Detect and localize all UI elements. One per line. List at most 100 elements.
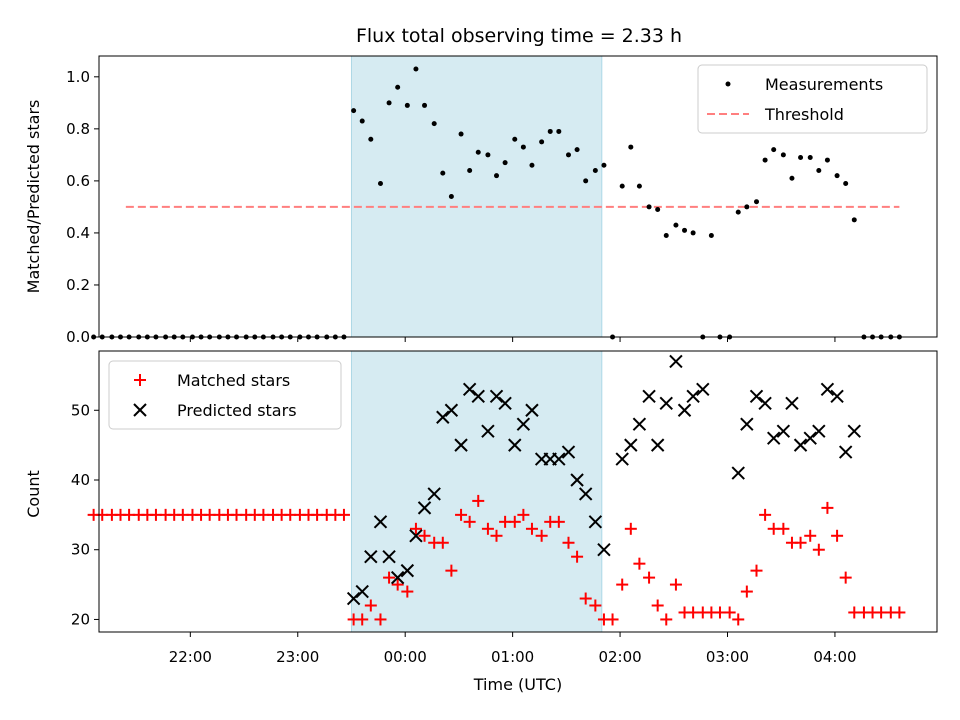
count-y-axis: 20 30 40 50	[71, 401, 99, 628]
measurement-point	[413, 66, 419, 72]
measurement-point	[735, 209, 741, 215]
predicted-star-point	[632, 417, 647, 431]
matched-star-point	[660, 613, 673, 626]
measurement-point	[529, 162, 535, 168]
measurement-point	[556, 128, 562, 134]
matched-star-point	[579, 592, 592, 605]
matched-star-point	[571, 550, 584, 563]
predicted-star-point	[417, 501, 432, 515]
matched-star-point	[383, 571, 396, 584]
matched-star-point	[777, 522, 790, 535]
matched-star-point	[552, 515, 565, 528]
count-x-tick-label: 00:00	[384, 648, 427, 666]
measurement-point	[636, 183, 642, 189]
matched-star-point	[337, 508, 350, 521]
measurement-point	[404, 102, 410, 108]
predicted-stars-points	[346, 354, 861, 606]
matched-star-point	[812, 543, 825, 556]
matched-star-point	[821, 501, 834, 514]
matched-star-point	[723, 606, 736, 619]
matched-star-point	[794, 536, 807, 549]
predicted-star-point	[489, 389, 504, 404]
ratio-legend: Measurements Threshold	[697, 64, 928, 134]
ratio-y-tick-label: 0.8	[66, 120, 90, 138]
measurement-point	[824, 157, 830, 163]
matched-star-point	[472, 494, 485, 507]
measurement-point	[762, 157, 768, 163]
matched-star-point	[606, 613, 619, 626]
ratio-y-tick-label: 1.0	[66, 68, 90, 86]
measurement-point	[601, 162, 607, 168]
measurement-point	[843, 180, 849, 186]
predicted-star-point	[454, 438, 468, 452]
predicted-star-point	[382, 549, 396, 564]
matched-star-point	[732, 613, 745, 626]
predicted-star-point	[793, 438, 808, 452]
predicted-star-point	[830, 389, 844, 404]
chart-title: Flux total observing time = 2.33 h	[356, 25, 682, 47]
measurement-point	[520, 144, 526, 150]
count-y-axis-label: Count	[24, 470, 43, 518]
predicted-star-point	[400, 563, 415, 578]
ratio-y-tick-label: 0.2	[66, 276, 90, 294]
predicted-star-point	[731, 466, 745, 480]
matched-star-point	[624, 522, 637, 535]
observing-window-span	[350, 350, 603, 633]
matched-star-point	[839, 571, 852, 584]
matched-star-point	[401, 585, 414, 598]
matched-star-point	[669, 578, 682, 591]
measurement-point	[673, 222, 679, 228]
matched-star-point	[831, 529, 844, 542]
count-axes-frame	[98, 350, 938, 633]
measurement-point	[708, 233, 714, 239]
measurement-point	[690, 230, 696, 236]
measurement-point	[682, 227, 688, 233]
legend-measurements-marker	[725, 81, 731, 87]
measurement-point	[547, 128, 553, 134]
matched-star-point	[418, 529, 431, 542]
predicted-star-point	[659, 396, 673, 411]
predicted-star-point	[749, 389, 764, 404]
count-x-tick-label: 04:00	[813, 648, 856, 666]
matched-star-point	[508, 515, 521, 528]
measurement-point	[780, 152, 786, 158]
predicted-star-point	[615, 452, 629, 466]
predicted-star-point	[803, 431, 817, 445]
matched-star-point	[750, 564, 763, 577]
matched-star-point	[562, 536, 575, 549]
predicted-star-point	[686, 389, 700, 404]
predicted-star-point	[570, 473, 584, 487]
count-x-axis-label: Time (UTC)	[473, 675, 562, 694]
measurement-point	[359, 118, 365, 124]
measurement-point	[798, 154, 804, 160]
measurement-point	[368, 136, 374, 142]
ratio-axes-frame	[98, 55, 938, 338]
count-x-tick-label: 01:00	[491, 648, 534, 666]
count-legend-box	[108, 360, 342, 430]
predicted-star-point	[677, 403, 692, 417]
matched-star-point	[740, 585, 753, 598]
predicted-star-point	[516, 417, 531, 431]
matched-star-point	[633, 557, 646, 570]
legend-matched-label: Matched stars	[177, 371, 290, 390]
measurement-point	[744, 204, 750, 210]
predicted-star-point	[436, 410, 450, 424]
count-x-tick-label: 23:00	[276, 648, 319, 666]
predicted-star-point	[355, 584, 369, 599]
ratio-y-tick-label: 0.4	[66, 224, 90, 242]
matched-star-point	[463, 515, 476, 528]
count-y-tick-label: 40	[71, 471, 90, 489]
matched-star-point	[589, 599, 602, 612]
predicted-star-point	[847, 424, 861, 438]
measurement-point	[458, 131, 464, 137]
matched-star-point	[445, 564, 458, 577]
predicted-star-point	[444, 403, 459, 417]
count-legend: Matched stars Predicted stars	[108, 360, 342, 430]
legend-measurements-label: Measurements	[765, 75, 883, 94]
count-x-tick-label: 03:00	[706, 648, 749, 666]
predicted-star-point	[758, 396, 772, 411]
measurement-point	[395, 84, 401, 90]
matched-star-point	[893, 606, 906, 619]
ratio-y-tick-label: 0.6	[66, 172, 90, 190]
